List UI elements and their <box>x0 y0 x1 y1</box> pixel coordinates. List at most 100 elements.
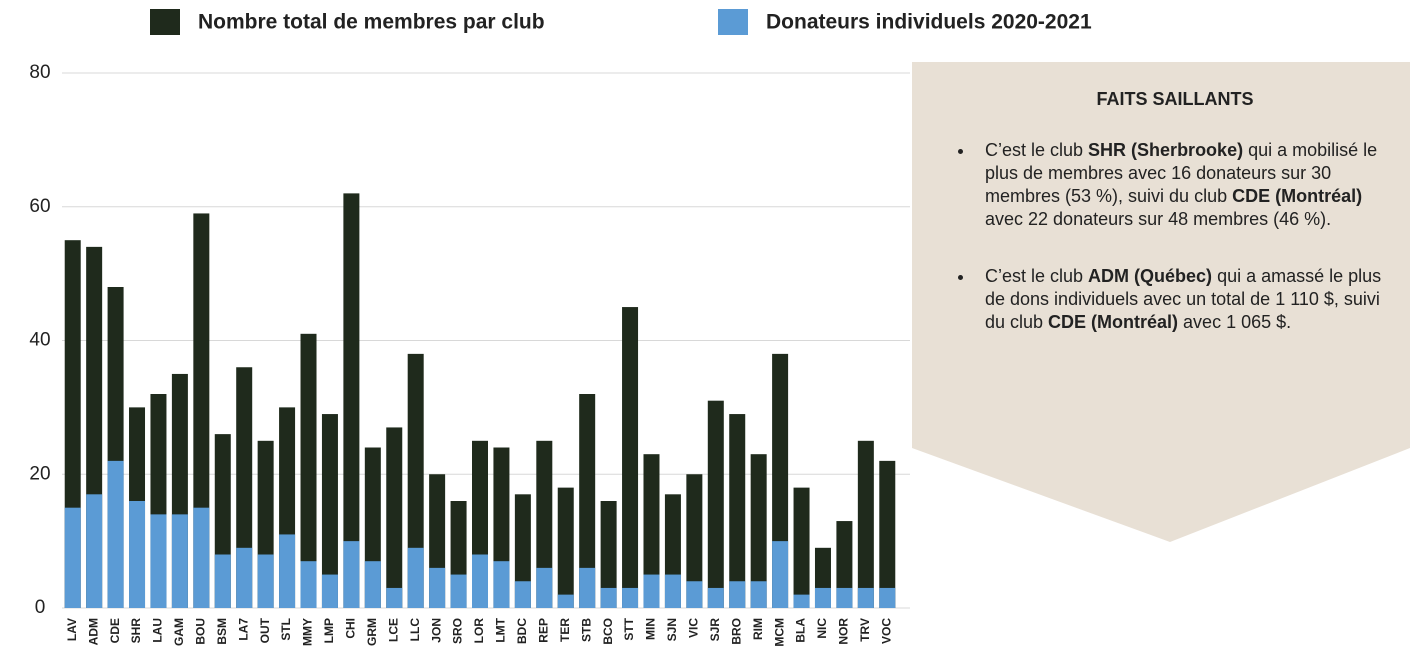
x-tick-label: LCE <box>386 618 400 642</box>
bar <box>386 587 403 608</box>
legend-label: Nombre total de membres par club <box>198 11 545 34</box>
bar <box>64 507 81 608</box>
x-tick-label: VOC <box>879 618 893 644</box>
y-tick-label: 60 <box>29 196 50 217</box>
x-tick-label: JON <box>429 618 443 643</box>
bar <box>579 394 596 608</box>
bullet-text: SHR (Sherbrooke) <box>1088 140 1244 160</box>
bar <box>643 454 660 608</box>
x-tick-label: REP <box>536 618 550 643</box>
bar <box>364 561 381 608</box>
x-tick-label: STL <box>279 618 293 641</box>
bar <box>321 414 338 608</box>
x-tick-label: RIM <box>751 618 765 640</box>
bar <box>686 581 703 608</box>
bar <box>707 587 724 608</box>
bar <box>622 587 639 608</box>
x-tick-label: BSM <box>215 618 229 645</box>
bullet-text: CDE (Montréal) <box>1232 186 1363 206</box>
x-tick-label: CDE <box>108 618 122 643</box>
bar <box>429 567 446 608</box>
bullet: C’est le club ADM (Québec) qui a amassé … <box>975 265 1395 334</box>
x-tick-label: BCO <box>601 618 615 645</box>
bar <box>407 547 424 608</box>
bar <box>107 460 124 608</box>
x-tick-label: BLA <box>794 618 808 643</box>
y-tick-label: 0 <box>35 597 46 618</box>
x-tick-label: OUT <box>258 617 272 643</box>
bullet-text: qui a mobilisé le plus de membres avec 1… <box>985 140 1378 206</box>
bar <box>257 554 274 608</box>
bar <box>86 494 103 608</box>
bar <box>536 567 553 608</box>
bar <box>793 487 810 608</box>
x-tick-label: BDC <box>515 618 529 644</box>
x-tick-label: SHR <box>129 618 143 644</box>
bar <box>793 594 810 608</box>
bar <box>879 460 896 608</box>
x-tick-label: SJN <box>665 618 679 641</box>
bar <box>750 454 767 608</box>
bar <box>857 587 874 608</box>
bar <box>343 541 360 608</box>
bar <box>472 554 488 608</box>
bullet: C’est le club SHR (Sherbrooke) qui a mob… <box>975 139 1395 231</box>
x-tick-label: CHI <box>344 618 358 639</box>
x-tick-label: LAV <box>65 618 79 641</box>
x-tick-label: NOR <box>837 618 851 645</box>
bullet-list: C’est le club SHR (Sherbrooke) qui a mob… <box>955 139 1395 334</box>
x-tick-label: MMY <box>301 618 315 646</box>
x-tick-label: BRO <box>729 618 743 645</box>
bar <box>514 581 531 608</box>
x-tick-label: GAM <box>172 618 186 646</box>
bar <box>493 561 510 608</box>
legend-swatch <box>718 9 748 35</box>
x-tick-label: MIN <box>644 618 658 640</box>
x-tick-label: BOU <box>194 618 208 645</box>
x-tick-label: VIC <box>687 618 701 638</box>
bar <box>622 307 639 608</box>
y-tick-label: 80 <box>29 62 50 83</box>
bar <box>343 193 360 608</box>
bar <box>664 574 681 608</box>
bar <box>129 501 146 608</box>
bar <box>600 501 617 608</box>
bullet-text: C’est le club <box>985 266 1089 286</box>
bar <box>814 587 831 608</box>
bullet-text: avec 1 065 $. <box>1178 312 1292 332</box>
bar <box>214 554 231 608</box>
bar <box>193 507 210 608</box>
x-tick-label: LMP <box>322 618 336 643</box>
bar <box>579 567 596 608</box>
bar <box>557 487 574 608</box>
x-tick-label: LOR <box>472 618 486 644</box>
bar <box>857 440 874 608</box>
x-tick-label: MCM <box>772 618 786 647</box>
bullet-text: avec 22 donateurs sur 48 membres (46 %). <box>985 209 1332 229</box>
bar <box>450 574 467 608</box>
x-tick-label: SJR <box>708 618 722 642</box>
x-tick-label: LLC <box>408 618 422 642</box>
bar <box>600 587 617 608</box>
bar <box>836 521 853 608</box>
panel-title: FAITS SAILLANTS <box>1096 89 1254 109</box>
bar <box>729 414 746 608</box>
x-tick-label: GRM <box>365 618 379 646</box>
x-tick-label: NIC <box>815 618 829 639</box>
y-tick-label: 20 <box>29 463 50 484</box>
x-tick-label: STT <box>622 617 636 640</box>
x-tick-label: SRO <box>451 618 465 644</box>
y-tick-label: 40 <box>29 330 50 351</box>
bullet-text: qui a amassé le plus de dons individuels… <box>985 266 1382 332</box>
bullet-text: CDE (Montréal) <box>1048 312 1179 332</box>
bar <box>772 541 789 608</box>
x-tick-label: TRV <box>858 618 872 642</box>
x-tick-label: LMT <box>494 617 508 642</box>
bar <box>150 514 167 608</box>
bar <box>171 514 188 608</box>
bar <box>729 581 746 608</box>
bar <box>836 587 853 608</box>
bar <box>879 587 896 608</box>
